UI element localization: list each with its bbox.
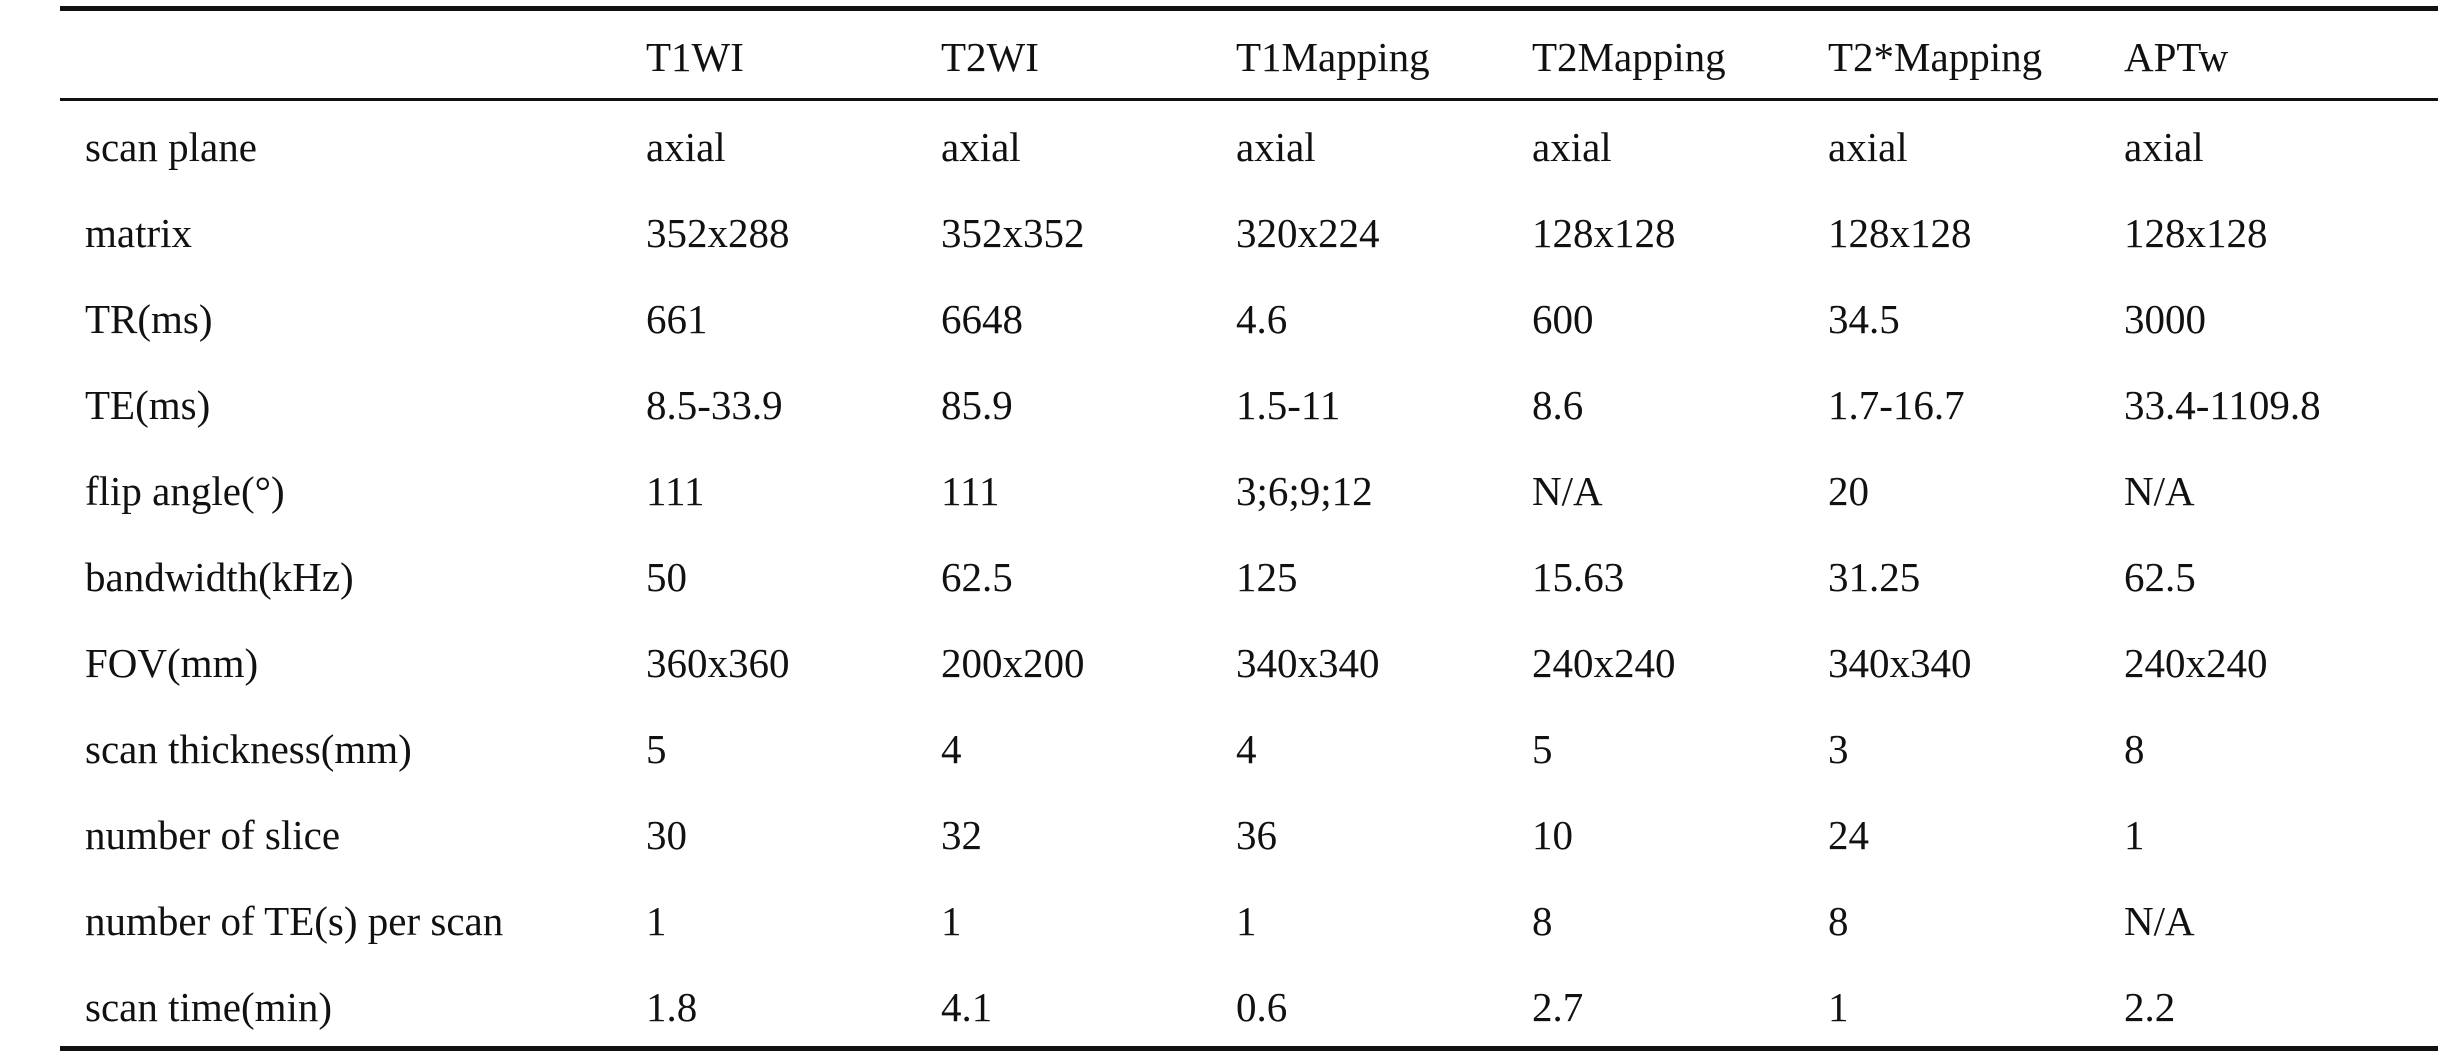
table-cell: axial — [1828, 124, 1908, 170]
table-cell: 340x340 — [1236, 640, 1380, 686]
table-cell: N/A — [1532, 468, 1603, 514]
table-cell: axial — [1532, 124, 1612, 170]
table-cell: 2.7 — [1532, 984, 1584, 1030]
table-cell: axial — [1236, 124, 1316, 170]
table-cell: 1 — [941, 898, 962, 944]
row-label: TE(ms) — [85, 382, 211, 428]
table-cell: axial — [2124, 124, 2204, 170]
row-label: scan plane — [85, 124, 257, 170]
row-label: matrix — [85, 210, 193, 256]
table-cell: 5 — [1532, 726, 1553, 772]
table-cell: 24 — [1828, 812, 1869, 858]
row-label: TR(ms) — [85, 296, 213, 342]
column-header: T2*Mapping — [1828, 34, 2043, 80]
row-label: flip angle(°) — [85, 468, 285, 514]
table-cell: 2.2 — [2124, 984, 2176, 1030]
table-cell: N/A — [2124, 468, 2195, 514]
table-cell: 5 — [646, 726, 667, 772]
table-cell: 15.63 — [1532, 554, 1625, 600]
table-cell: 0.6 — [1236, 984, 1288, 1030]
table-cell: 36 — [1236, 812, 1277, 858]
row-label: number of slice — [85, 812, 341, 858]
table-cell: 1 — [1236, 898, 1257, 944]
table-cell: 50 — [646, 554, 687, 600]
table-cell: 8 — [1532, 898, 1553, 944]
table-cell: 360x360 — [646, 640, 790, 686]
bottom-rule — [60, 1046, 2438, 1051]
table-cell: 3;6;9;12 — [1236, 468, 1373, 514]
table-cell: 1 — [2124, 812, 2145, 858]
table-cell: 128x128 — [1532, 210, 1676, 256]
table-cell: 32 — [941, 812, 982, 858]
table-cell: 200x200 — [941, 640, 1085, 686]
table-cell: 600 — [1532, 296, 1594, 342]
table-cell: 125 — [1236, 554, 1298, 600]
row-label: scan thickness(mm) — [85, 726, 412, 772]
table-cell: 1.5-11 — [1236, 382, 1341, 428]
row-label: FOV(mm) — [85, 640, 259, 686]
column-header: T1WI — [646, 34, 744, 80]
table-cell: 4 — [1236, 726, 1257, 772]
table-cell: 661 — [646, 296, 708, 342]
column-header: T2Mapping — [1532, 34, 1726, 80]
table-cell: 20 — [1828, 468, 1869, 514]
table-cell: 128x128 — [2124, 210, 2268, 256]
row-label: bandwidth(kHz) — [85, 554, 354, 600]
column-header: T2WI — [941, 34, 1039, 80]
table-cell: 1.7-16.7 — [1828, 382, 1965, 428]
table-cell: 62.5 — [2124, 554, 2196, 600]
table-cell: axial — [646, 124, 726, 170]
table-cell: 33.4-1109.8 — [2124, 382, 2321, 428]
table-cell: 352x352 — [941, 210, 1085, 256]
row-label: scan time(min) — [85, 984, 333, 1030]
table-cell: 111 — [941, 468, 1000, 514]
table-cell: 4.1 — [941, 984, 993, 1030]
table-cell: 352x288 — [646, 210, 790, 256]
column-header: APTw — [2124, 34, 2229, 80]
row-label: number of TE(s) per scan — [85, 898, 504, 944]
table-cell: 1.8 — [646, 984, 698, 1030]
table-cell: 31.25 — [1828, 554, 1921, 600]
table-cell: 320x224 — [1236, 210, 1380, 256]
table-cell: 240x240 — [2124, 640, 2268, 686]
table-cell: 4 — [941, 726, 962, 772]
header-rule — [60, 98, 2438, 101]
table-cell: 1 — [1828, 984, 1849, 1030]
table-cell: 30 — [646, 812, 687, 858]
table-cell: 4.6 — [1236, 296, 1288, 342]
top-rule — [60, 6, 2438, 11]
table-cell: 1 — [646, 898, 667, 944]
table-cell: 8.6 — [1532, 382, 1584, 428]
column-header: T1Mapping — [1236, 34, 1430, 80]
table-cell: N/A — [2124, 898, 2195, 944]
table-cell: 240x240 — [1532, 640, 1676, 686]
table-cell: 8 — [1828, 898, 1849, 944]
table-cell: axial — [941, 124, 1021, 170]
table-cell: 34.5 — [1828, 296, 1900, 342]
table-cell: 3 — [1828, 726, 1849, 772]
table-cell: 340x340 — [1828, 640, 1972, 686]
table-cell: 8 — [2124, 726, 2145, 772]
table-cell: 6648 — [941, 296, 1023, 342]
table-cell: 10 — [1532, 812, 1573, 858]
table-cell: 62.5 — [941, 554, 1013, 600]
table-cell: 111 — [646, 468, 705, 514]
table-cell: 8.5-33.9 — [646, 382, 783, 428]
table-cell: 85.9 — [941, 382, 1013, 428]
table-cell: 3000 — [2124, 296, 2206, 342]
table-cell: 128x128 — [1828, 210, 1972, 256]
